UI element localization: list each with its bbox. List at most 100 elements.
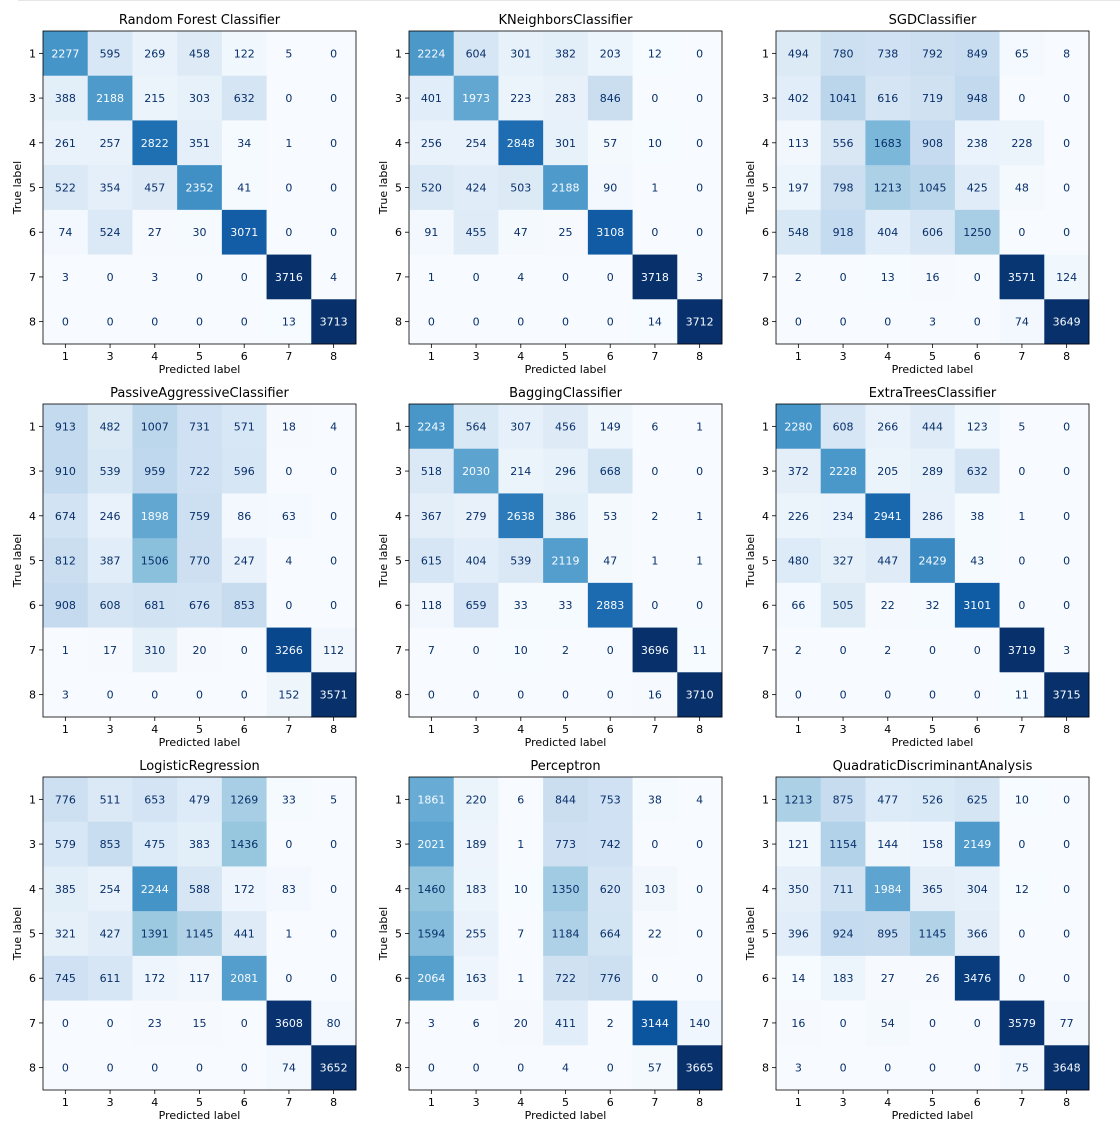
- heatmap-cell: [999, 538, 1045, 584]
- x-tick-label: 1: [62, 350, 69, 363]
- cell-value: 1436: [230, 838, 258, 851]
- heatmap-cell: [453, 493, 499, 539]
- cell-value: 2: [795, 271, 802, 284]
- heatmap-cell: [132, 1045, 178, 1091]
- heatmap-cell: [221, 777, 267, 823]
- cell-value: 3719: [1008, 644, 1036, 657]
- heatmap-cell: [311, 493, 357, 539]
- heatmap-cell: [1044, 493, 1090, 539]
- heatmap-cell: [221, 538, 267, 584]
- heatmap-cell: [954, 672, 1000, 718]
- cell-value: 1145: [919, 928, 947, 941]
- heatmap-cell: [632, 538, 678, 584]
- heatmap-cell: [1044, 404, 1090, 450]
- cell-value: 27: [881, 972, 895, 985]
- cell-value: 0: [517, 689, 524, 702]
- cell-value: 18: [282, 420, 296, 433]
- heatmap-cell: [311, 538, 357, 584]
- heatmap-cell: [954, 209, 1000, 255]
- cell-value: 959: [144, 465, 165, 478]
- cell-value: 455: [466, 226, 487, 239]
- heatmap-cell: [132, 672, 178, 718]
- cell-value: 895: [877, 928, 898, 941]
- heatmap-cell: [820, 1000, 866, 1046]
- cell-value: 0: [1018, 92, 1025, 105]
- heatmap-cell: [543, 404, 589, 450]
- cell-value: 32: [926, 599, 940, 612]
- heatmap-cell: [409, 911, 455, 957]
- cell-value: 47: [514, 226, 528, 239]
- heatmap-cell: [177, 404, 223, 450]
- cell-value: 53: [603, 510, 617, 523]
- y-tick-label: 5: [762, 555, 769, 568]
- y-tick-label: 5: [29, 555, 36, 568]
- x-tick-label: 3: [473, 1096, 480, 1109]
- x-tick-label: 3: [840, 723, 847, 736]
- heatmap-cell: [1044, 582, 1090, 628]
- cell-value: 0: [974, 689, 981, 702]
- heatmap-cell: [820, 31, 866, 77]
- heatmap-cell: [43, 777, 89, 823]
- cell-value: 3649: [1053, 316, 1081, 329]
- heatmap-cell: [266, 582, 312, 628]
- y-tick-label: 4: [395, 137, 402, 150]
- heatmap-cell: [677, 299, 723, 345]
- cell-value: 505: [833, 599, 854, 612]
- x-tick-label: 5: [196, 1096, 203, 1109]
- cell-value: 0: [473, 316, 480, 329]
- y-tick-label: 3: [762, 92, 769, 105]
- cell-value: 0: [974, 1017, 981, 1030]
- cell-value: 25: [559, 226, 573, 239]
- cell-value: 0: [562, 316, 569, 329]
- heatmap-cell: [266, 911, 312, 957]
- cell-value: 556: [833, 137, 854, 150]
- cell-value: 0: [330, 555, 337, 568]
- heatmap-cell: [177, 209, 223, 255]
- y-tick-label: 4: [29, 883, 36, 896]
- heatmap-cell: [954, 1000, 1000, 1046]
- cell-value: 608: [833, 420, 854, 433]
- x-tick-label: 7: [651, 1096, 658, 1109]
- heatmap-cell: [543, 165, 589, 211]
- cell-value: 223: [510, 92, 531, 105]
- heatmap-cell: [1044, 165, 1090, 211]
- x-tick-label: 4: [884, 1096, 891, 1109]
- heatmap-cell: [954, 582, 1000, 628]
- cell-value: 74: [1015, 316, 1029, 329]
- cell-value: 918: [833, 226, 854, 239]
- cell-value: 3476: [963, 972, 991, 985]
- x-tick-label: 6: [974, 350, 981, 363]
- cell-value: 365: [922, 883, 943, 896]
- y-tick-label: 4: [395, 883, 402, 896]
- heatmap-cell: [1044, 209, 1090, 255]
- cell-value: 4: [330, 420, 337, 433]
- cell-value: 112: [323, 644, 344, 657]
- heatmap-cell: [453, 209, 499, 255]
- y-tick-label: 3: [29, 465, 36, 478]
- heatmap-cell: [498, 1045, 544, 1091]
- cell-value: 620: [600, 883, 621, 896]
- heatmap-cell: [87, 493, 133, 539]
- cell-value: 3108: [596, 226, 624, 239]
- cell-value: 447: [877, 555, 898, 568]
- cell-value: 256: [421, 137, 442, 150]
- heatmap-cell: [498, 448, 544, 494]
- heatmap-cell: [865, 911, 911, 957]
- x-tick-label: 6: [974, 723, 981, 736]
- cell-value: 234: [833, 510, 854, 523]
- cell-value: 26: [926, 972, 940, 985]
- heatmap-cell: [311, 866, 357, 912]
- cell-value: 172: [144, 972, 165, 985]
- x-axis-label: Predicted label: [525, 736, 607, 749]
- heatmap-cell: [954, 31, 1000, 77]
- cell-value: 846: [600, 92, 621, 105]
- cell-value: 1460: [417, 883, 445, 896]
- y-tick-label: 8: [395, 689, 402, 702]
- heatmap-cell: [409, 1045, 455, 1091]
- heatmap-cell: [632, 955, 678, 1001]
- heatmap-cell: [543, 120, 589, 166]
- heatmap-cell: [177, 911, 223, 957]
- heatmap-cell: [453, 821, 499, 867]
- cell-value: 34: [237, 137, 251, 150]
